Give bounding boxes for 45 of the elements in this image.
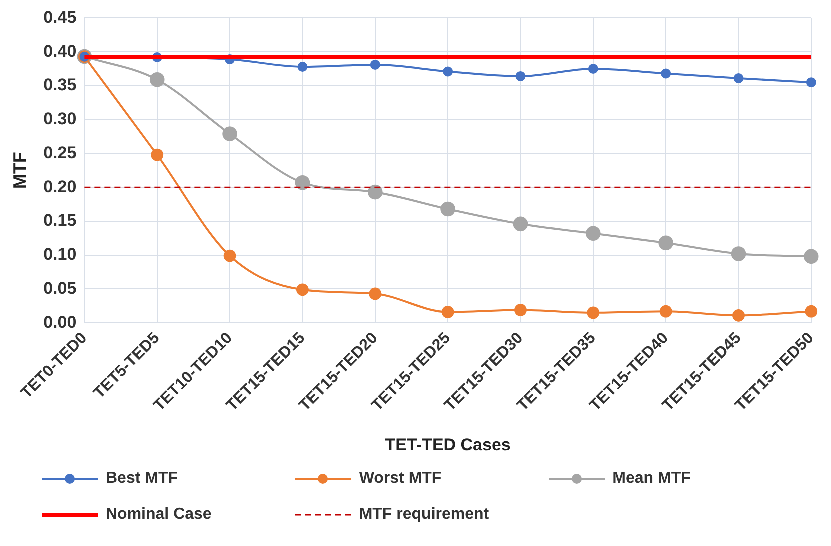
point xyxy=(732,309,745,322)
point xyxy=(370,60,380,70)
point xyxy=(369,288,382,300)
point xyxy=(513,216,528,232)
y-tick-label: 0.40 xyxy=(44,42,77,61)
point xyxy=(658,236,674,251)
legend-label: Mean MTF xyxy=(612,470,691,488)
point xyxy=(587,306,600,320)
point xyxy=(804,249,819,264)
point xyxy=(151,148,164,162)
y-tick-label: 0.20 xyxy=(44,177,77,196)
legend-label: Worst MTF xyxy=(359,470,442,488)
y-tick-label: 0.05 xyxy=(44,278,77,298)
y-tick-label: 0.30 xyxy=(44,110,77,129)
point xyxy=(660,305,672,318)
y-tick-label: 0.10 xyxy=(44,245,77,264)
y-tick-label: 0.35 xyxy=(44,76,77,95)
point xyxy=(805,305,818,318)
point xyxy=(296,284,309,296)
point xyxy=(734,74,744,84)
y-tick-label: 0.00 xyxy=(44,312,77,332)
point xyxy=(368,184,383,200)
y-tick-label: 0.45 xyxy=(44,8,77,27)
y-tick-label: 0.25 xyxy=(44,143,77,162)
y-tick-label: 0.15 xyxy=(44,211,77,230)
point xyxy=(442,306,454,318)
point xyxy=(731,246,746,262)
point xyxy=(222,126,238,142)
point xyxy=(150,72,165,88)
point xyxy=(295,175,310,190)
legend-label: MTF requirement xyxy=(359,506,490,524)
point xyxy=(588,64,598,74)
legend-label: Best MTF xyxy=(106,470,178,488)
point xyxy=(586,226,601,242)
point xyxy=(661,68,672,79)
point xyxy=(443,66,454,77)
point xyxy=(806,78,816,88)
legend-label: Nominal Case xyxy=(106,506,212,524)
point xyxy=(514,304,527,316)
y-axis-title: MTF xyxy=(10,152,30,190)
point xyxy=(516,71,526,82)
x-axis-title: TET-TED Cases xyxy=(385,435,511,454)
point xyxy=(298,62,308,72)
point xyxy=(224,250,236,262)
point xyxy=(440,202,456,217)
